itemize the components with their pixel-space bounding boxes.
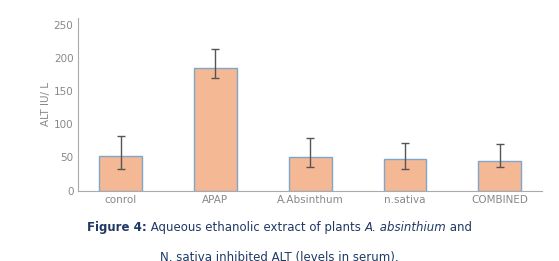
Text: and: and xyxy=(446,221,472,234)
Y-axis label: ALT IU/ L: ALT IU/ L xyxy=(41,82,51,126)
Text: Aqueous ethanolic extract of plants: Aqueous ethanolic extract of plants xyxy=(146,221,364,234)
Bar xyxy=(383,159,427,191)
Text: N. sativa inhibited ALT (levels in serum).: N. sativa inhibited ALT (levels in serum… xyxy=(160,251,399,261)
Bar xyxy=(289,157,331,191)
Bar xyxy=(100,156,142,191)
Text: Figure 4:: Figure 4: xyxy=(87,221,146,234)
Text: A. absinthium: A. absinthium xyxy=(364,221,446,234)
Bar xyxy=(194,68,237,191)
Bar xyxy=(479,161,521,191)
